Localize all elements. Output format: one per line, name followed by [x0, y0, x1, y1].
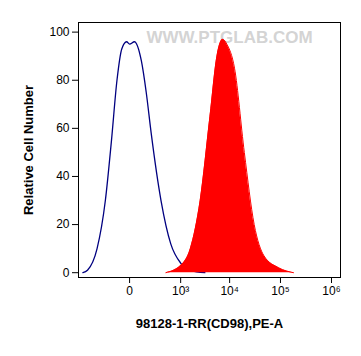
- svg-text:10⁶: 10⁶: [322, 284, 340, 298]
- svg-text:100: 100: [49, 25, 69, 39]
- svg-text:98128-1-RR(CD98),PE-A: 98128-1-RR(CD98),PE-A: [136, 316, 284, 331]
- svg-text:10⁴: 10⁴: [220, 284, 239, 298]
- svg-text:0: 0: [63, 266, 70, 280]
- svg-text:40: 40: [56, 169, 70, 183]
- svg-text:0: 0: [126, 284, 133, 298]
- svg-text:60: 60: [56, 121, 70, 135]
- svg-text:WWW.PTGLAB.COM: WWW.PTGLAB.COM: [146, 28, 312, 47]
- svg-text:80: 80: [56, 73, 70, 87]
- svg-text:10⁵: 10⁵: [271, 284, 289, 298]
- svg-text:20: 20: [56, 217, 70, 231]
- svg-text:10³: 10³: [172, 284, 189, 298]
- svg-text:Relative Cell Number: Relative Cell Number: [21, 85, 36, 215]
